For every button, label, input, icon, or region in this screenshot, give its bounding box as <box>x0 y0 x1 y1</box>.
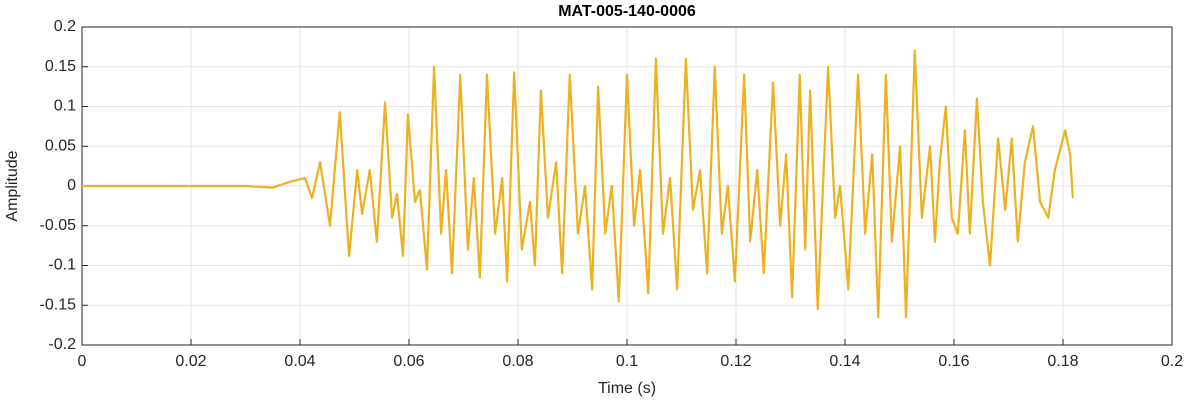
x-tick-label: 0.04 <box>284 353 315 370</box>
x-tick-label: 0.06 <box>393 353 424 370</box>
x-tick-label: 0.2 <box>1161 353 1183 370</box>
y-tick-label: 0 <box>67 177 76 194</box>
x-tick-label: 0.08 <box>502 353 533 370</box>
x-tick-label: 0.12 <box>720 353 751 370</box>
data-line <box>82 49 1074 319</box>
y-tick-label: 0.2 <box>54 18 76 35</box>
y-tick-label: -0.05 <box>40 217 77 234</box>
y-tick-label: 0.15 <box>45 58 76 75</box>
x-tick-label: 0.18 <box>1047 353 1078 370</box>
x-tick-label: 0.16 <box>938 353 969 370</box>
y-tick-label: 0.05 <box>45 137 76 154</box>
x-tick-label: 0.02 <box>175 353 206 370</box>
x-axis-label: Time (s) <box>598 380 656 397</box>
y-tick-label: -0.2 <box>48 336 76 353</box>
y-tick-label: 0.1 <box>54 98 76 115</box>
y-tick-label: -0.15 <box>40 296 77 313</box>
chart-title: MAT-005-140-0006 <box>558 3 696 20</box>
x-tick-label: 0 <box>78 353 87 370</box>
y-tick-label: -0.1 <box>48 257 76 274</box>
y-axis-label: Amplitude <box>4 150 21 221</box>
x-tick-label: 0.14 <box>829 353 860 370</box>
x-tick-label: 0.1 <box>616 353 638 370</box>
